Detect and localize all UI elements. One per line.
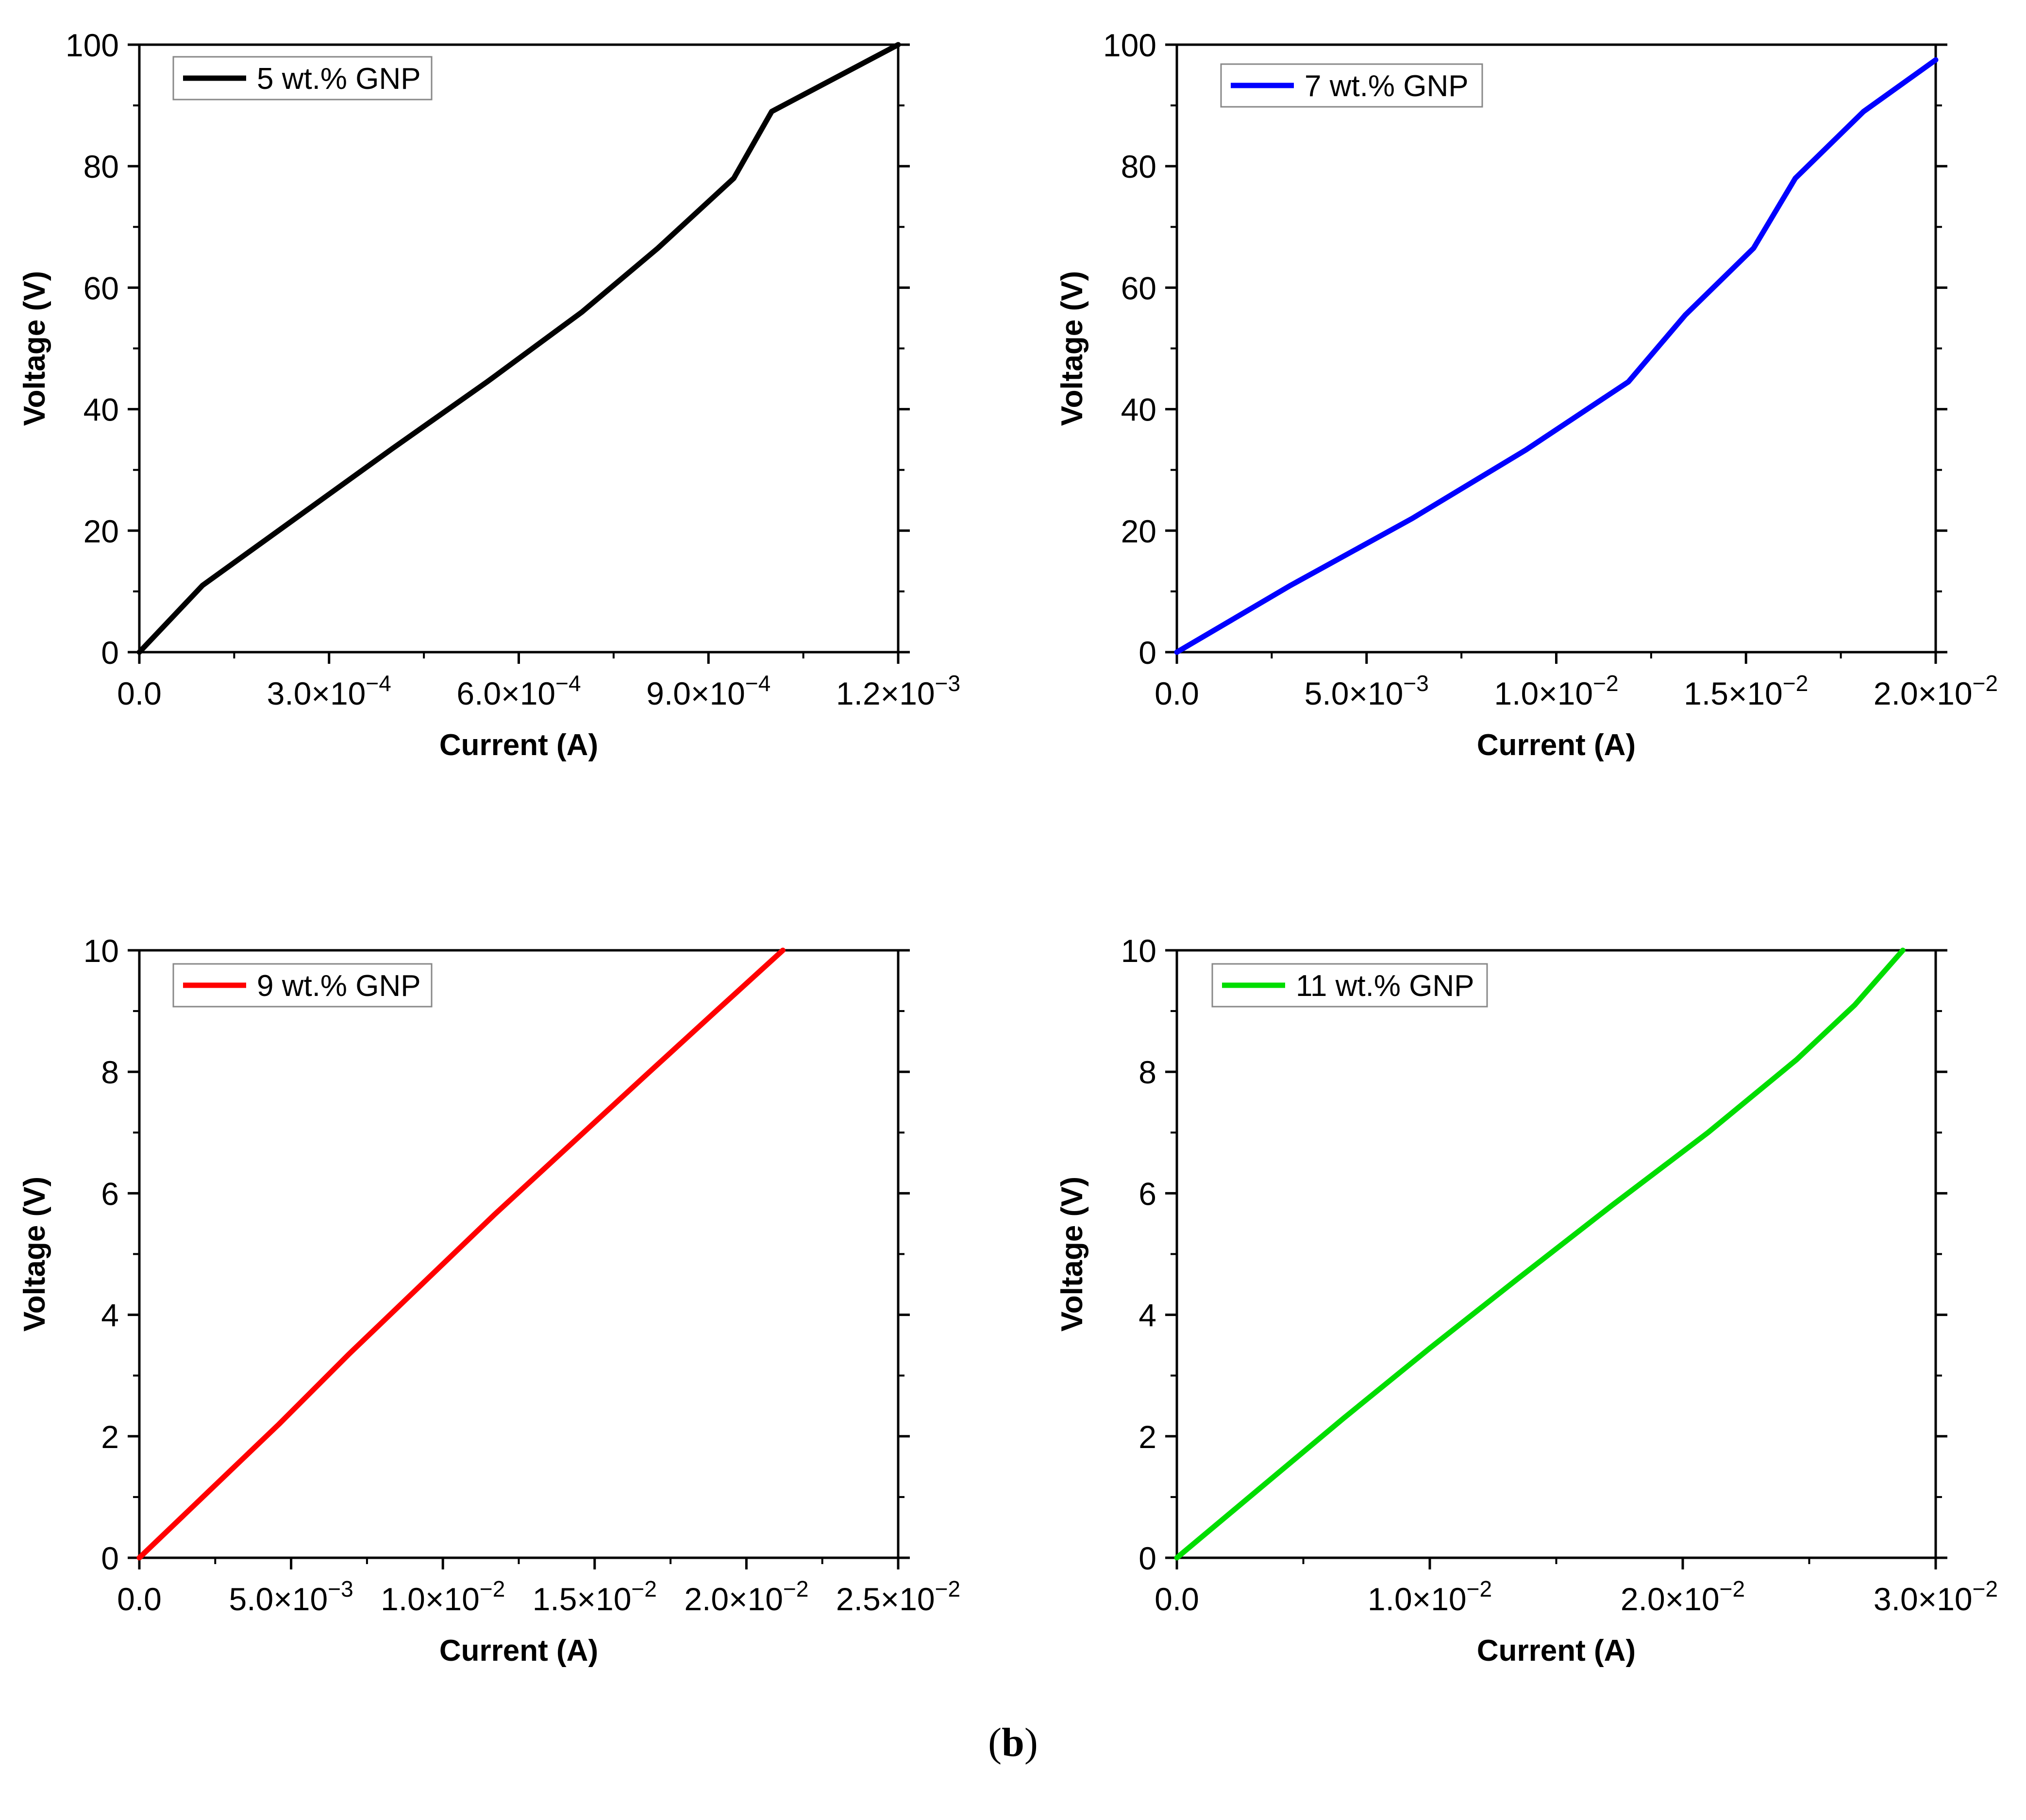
x-tick-label: 6.0×10−4 [456, 671, 581, 711]
plot-frame [1175, 43, 1937, 654]
x-tick-label: 2.0×10−2 [1874, 671, 1998, 711]
caption-letter: b [1002, 1720, 1024, 1765]
x-tick-exponent: −2 [1593, 671, 1618, 696]
x-axis-label: Current (A) [1477, 1634, 1636, 1668]
plot-frame [1175, 949, 1937, 1559]
x-tick-label: 1.5×10−2 [533, 1576, 657, 1617]
y-tick-label: 2 [101, 1419, 119, 1455]
chart-5wt-gnp: 0 20 40 60 80 100 0.0 3.0×10−4 6.0×10−4 9.0×10−4 1… [18, 27, 960, 762]
x-tick-label: 9.0×10−4 [646, 671, 770, 711]
x-tick-label: 0.0 [117, 1581, 162, 1617]
x-tick-exponent: −2 [1720, 1576, 1745, 1601]
x-tick-label: 2.0×10−2 [684, 1576, 808, 1617]
y-tick-label: 20 [1121, 513, 1156, 549]
y-tick-label: 100 [1103, 27, 1156, 63]
x-tick-label: 2.0×10−2 [1621, 1576, 1745, 1617]
x-axis-label: Current (A) [439, 728, 598, 762]
y-axis-label: Voltage (V) [18, 271, 51, 426]
legend-label: 9 wt.% GNP [257, 969, 421, 1003]
x-tick-exponent: −3 [328, 1576, 353, 1601]
y-tick-label: 2 [1139, 1419, 1156, 1455]
figure-caption: (b) [0, 1719, 2026, 1766]
x-tick-label: 2.5×10−2 [836, 1576, 960, 1617]
y-tick-label: 60 [84, 270, 119, 306]
y-tick-label: 6 [101, 1176, 119, 1212]
y-tick-label: 20 [84, 513, 119, 549]
chart-11wt-gnp: 0 2 4 6 8 10 0.0 1.0×10−2 2.0×10−2 3.0×10−2 Curren… [1055, 933, 1998, 1668]
x-tick-exponent: −2 [480, 1576, 505, 1601]
y-tick-label: 80 [84, 149, 119, 185]
x-axis-label: Current (A) [439, 1634, 598, 1668]
x-tick-label: 1.5×10−2 [1684, 671, 1808, 711]
series-line [1174, 57, 1939, 655]
y-tick-label: 0 [101, 1540, 119, 1576]
y-tick-label: 100 [66, 27, 119, 63]
x-tick-label: 0.0 [1155, 1581, 1199, 1617]
x-tick-exponent: −2 [631, 1576, 656, 1601]
x-tick-label: 1.0×10−2 [1494, 671, 1618, 711]
x-tick-label: 1.0×10−2 [1368, 1576, 1492, 1617]
x-tick-exponent: −2 [783, 1576, 808, 1601]
x-tick-exponent: −3 [1403, 671, 1428, 696]
plot-frame [138, 43, 900, 654]
series-line [1174, 947, 1906, 1561]
x-tick-exponent: −3 [935, 671, 960, 696]
chart-9wt-gnp: 0 2 4 6 8 10 0.0 5.0×10−3 1.0×10−2 1.5×10−2 2.0×10… [18, 933, 960, 1668]
y-tick-label: 0 [1139, 635, 1156, 671]
x-tick-exponent: −4 [366, 671, 391, 696]
legend-label: 11 wt.% GNP [1296, 969, 1474, 1003]
legend-label: 7 wt.% GNP [1305, 69, 1469, 103]
y-tick-label: 40 [84, 392, 119, 428]
x-tick-label: 1.0×10−2 [381, 1576, 505, 1617]
caption-open: ( [988, 1720, 1002, 1765]
x-tick-exponent: −4 [555, 671, 581, 696]
x-tick-label: 0.0 [1155, 675, 1199, 711]
y-tick-label: 0 [101, 635, 119, 671]
x-tick-label: 3.0×10−2 [1874, 1576, 1998, 1617]
y-tick-label: 8 [101, 1054, 119, 1090]
y-tick-label: 10 [84, 933, 119, 969]
y-tick-label: 8 [1139, 1054, 1156, 1090]
x-tick-label: 3.0×10−4 [267, 671, 391, 711]
x-tick-label: 5.0×10−3 [229, 1576, 353, 1617]
y-tick-label: 10 [1121, 933, 1156, 969]
y-axis-label: Voltage (V) [1055, 271, 1089, 426]
x-tick-exponent: −4 [745, 671, 770, 696]
y-axis-label: Voltage (V) [18, 1177, 51, 1331]
y-tick-label: 4 [1139, 1298, 1156, 1333]
plot-frame [138, 949, 900, 1559]
x-tick-exponent: −2 [1973, 671, 1998, 696]
x-tick-exponent: −2 [1973, 1576, 1998, 1601]
x-tick-label: 1.2×10−3 [836, 671, 960, 711]
x-tick-exponent: −2 [1467, 1576, 1492, 1601]
y-tick-label: 0 [1139, 1540, 1156, 1576]
x-axis-label: Current (A) [1477, 728, 1636, 762]
y-tick-label: 80 [1121, 149, 1156, 185]
x-tick-exponent: −2 [935, 1576, 960, 1601]
y-tick-label: 4 [101, 1298, 119, 1333]
x-tick-label: 0.0 [117, 675, 162, 711]
x-tick-label: 5.0×10−3 [1305, 671, 1429, 711]
caption-close: ) [1024, 1720, 1038, 1765]
series-line [136, 947, 786, 1561]
legend-label: 5 wt.% GNP [257, 62, 421, 96]
x-tick-exponent: −2 [1783, 671, 1808, 696]
y-axis-label: Voltage (V) [1055, 1177, 1089, 1331]
chart-7wt-gnp: 0 20 40 60 80 100 0.0 5.0×10−3 1.0×10−2 1.5×10−2 2… [1055, 27, 1998, 762]
y-tick-label: 40 [1121, 392, 1156, 428]
y-tick-label: 6 [1139, 1176, 1156, 1212]
series-line [136, 42, 901, 655]
y-tick-label: 60 [1121, 270, 1156, 306]
